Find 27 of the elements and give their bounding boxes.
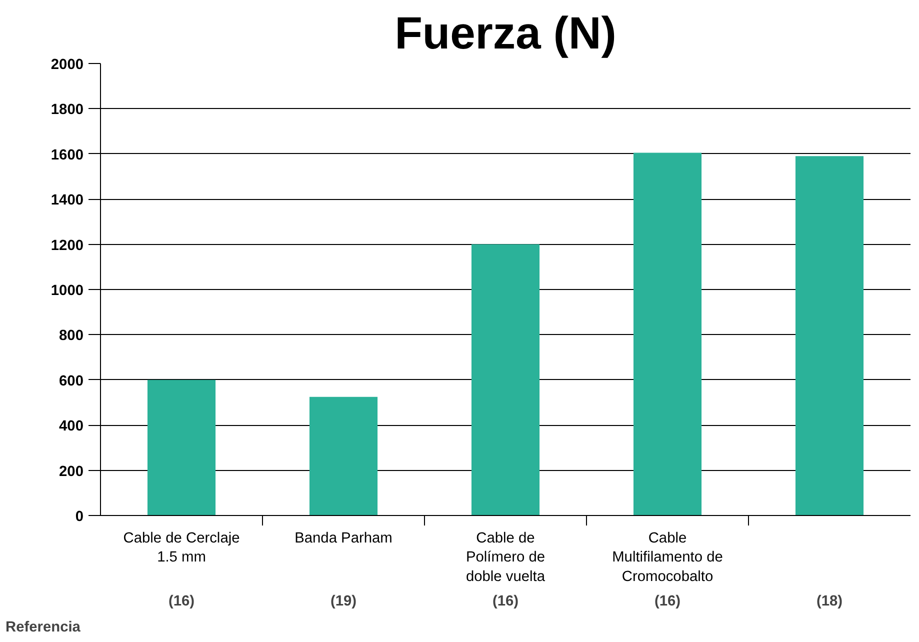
text: (16): [654, 594, 681, 610]
x-tick-label: Cable de Cerclaje 1.5 mm: [123, 530, 240, 566]
y-tick-label: 1200: [50, 238, 84, 254]
text: (18): [816, 594, 843, 610]
x-tick-label: Banda Parham: [294, 530, 392, 546]
bar: [471, 244, 540, 516]
text: (16): [168, 594, 195, 610]
y-tick-label: 800: [59, 328, 84, 344]
y-tick-label: 1000: [50, 283, 84, 299]
y-tick-label: 2000: [50, 57, 84, 73]
bar: [633, 152, 702, 516]
bar: [309, 396, 378, 516]
y-tick-label: 400: [59, 418, 84, 435]
y-tick-label: 200: [59, 464, 84, 480]
x-tick-label: Cable de Polímero de doble vuelta: [466, 530, 546, 585]
y-tick-label: 600: [59, 373, 84, 390]
bar: [147, 380, 216, 516]
y-tick-label: 1800: [50, 102, 84, 118]
text: (16): [492, 594, 519, 610]
bar: [795, 156, 864, 516]
text: Referencia: [6, 620, 82, 636]
text: (19): [330, 594, 357, 610]
x-tick-label: Cable Multifilamento de Cromocobalto: [612, 530, 723, 585]
y-tick-label: 0: [75, 509, 84, 525]
y-tick-label: 1600: [50, 147, 84, 164]
y-tick-label: 1400: [50, 192, 84, 209]
chart-title: Fuerza (N): [394, 8, 616, 58]
